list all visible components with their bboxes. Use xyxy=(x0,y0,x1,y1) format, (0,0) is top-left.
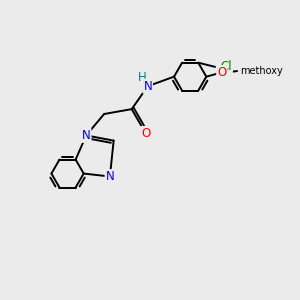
Text: N: N xyxy=(143,80,152,93)
Text: N: N xyxy=(82,129,91,142)
Text: Cl: Cl xyxy=(220,60,232,74)
Text: O: O xyxy=(217,66,226,79)
Text: methoxy: methoxy xyxy=(241,66,284,76)
Text: H: H xyxy=(138,71,147,85)
Text: N: N xyxy=(106,170,114,183)
Text: O: O xyxy=(141,127,150,140)
